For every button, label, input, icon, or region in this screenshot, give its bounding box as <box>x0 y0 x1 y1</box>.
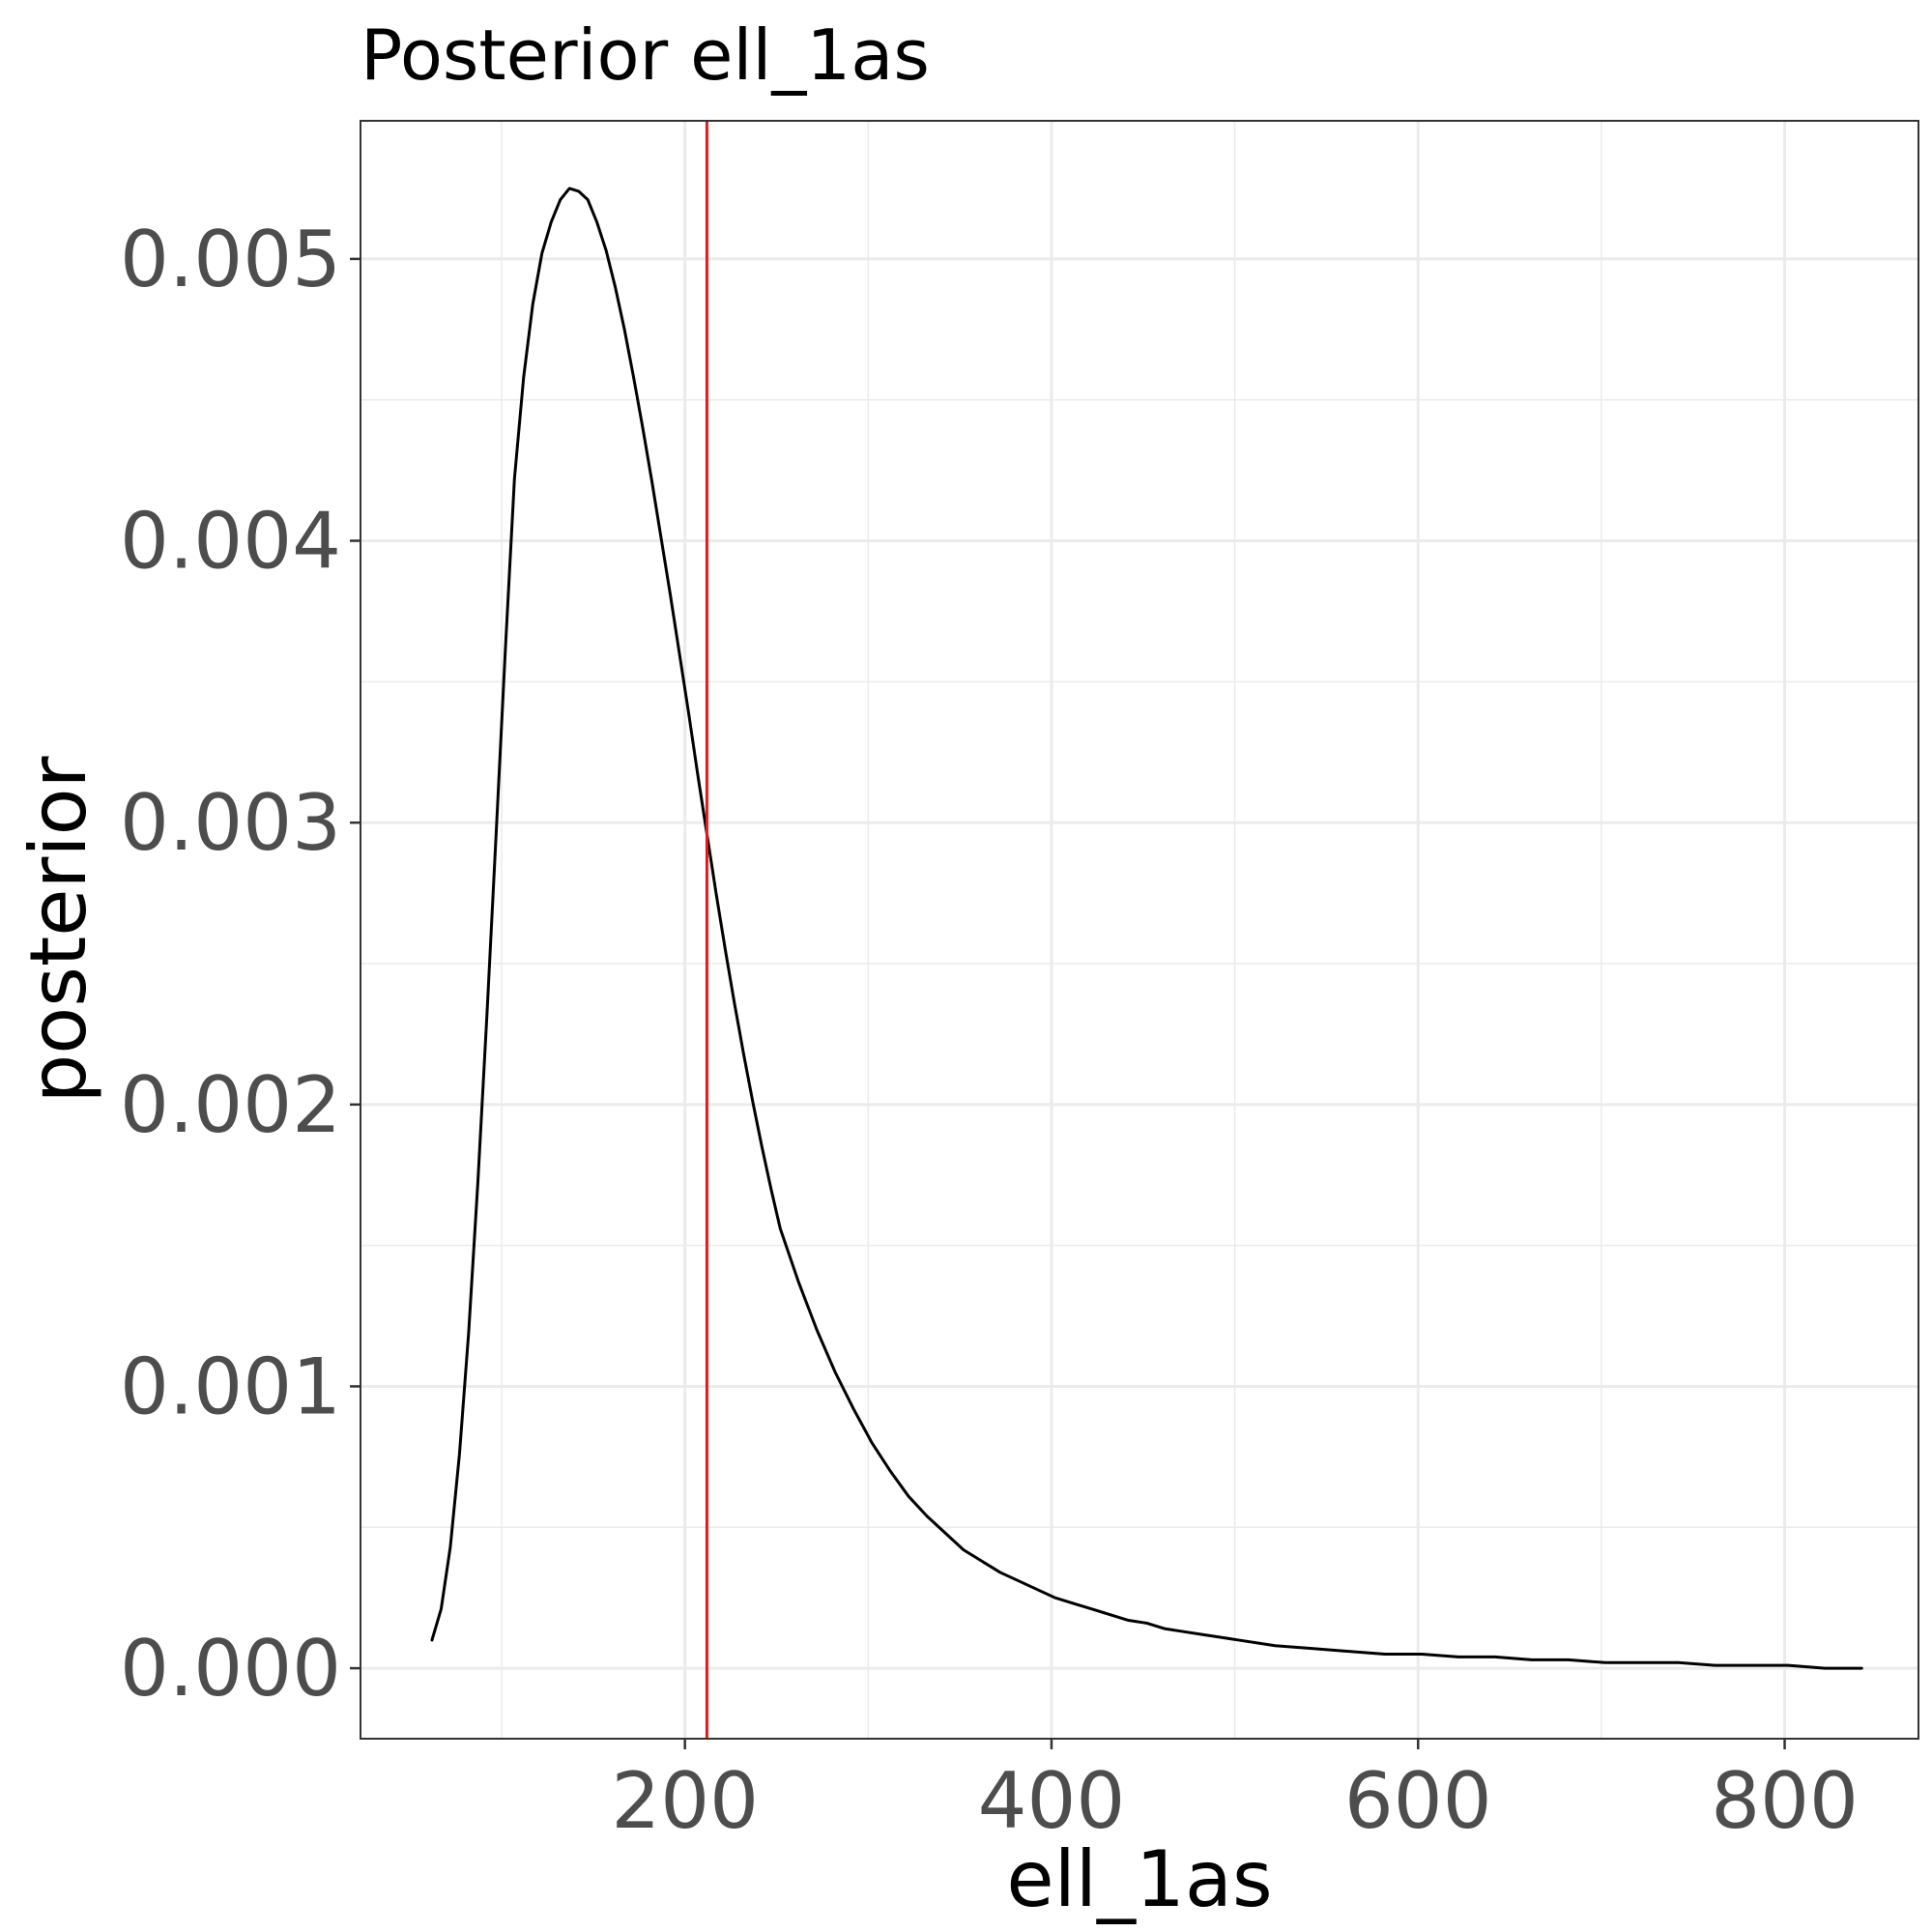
x-axis: 200 400 600 800 <box>611 1739 1859 1846</box>
x-tick-label: 600 <box>1344 1756 1492 1846</box>
y-tick-label: 0.002 <box>120 1060 341 1150</box>
minor-gridlines <box>360 121 1918 1739</box>
y-tick-label: 0.004 <box>120 497 341 587</box>
major-gridlines <box>360 121 1918 1739</box>
x-tick-label: 800 <box>1711 1756 1859 1846</box>
y-tick-label: 0.005 <box>120 215 341 304</box>
posterior-density-line <box>430 187 1863 1670</box>
x-axis-title: ell_1as <box>1006 1834 1272 1924</box>
y-tick-label: 0.003 <box>120 778 341 868</box>
y-tick-label: 0.001 <box>120 1341 341 1431</box>
x-tick-label: 200 <box>611 1756 759 1846</box>
x-tick-label: 400 <box>978 1756 1126 1846</box>
chart-title: Posterior ell_1as <box>360 14 930 96</box>
y-tick-label: 0.000 <box>120 1624 341 1714</box>
plot-panel-border <box>360 120 1919 1740</box>
y-axis: 0.000 0.001 0.002 0.003 0.004 0.005 <box>120 215 360 1714</box>
series-layer <box>430 187 1863 1670</box>
y-axis-title: posterior <box>14 756 103 1103</box>
